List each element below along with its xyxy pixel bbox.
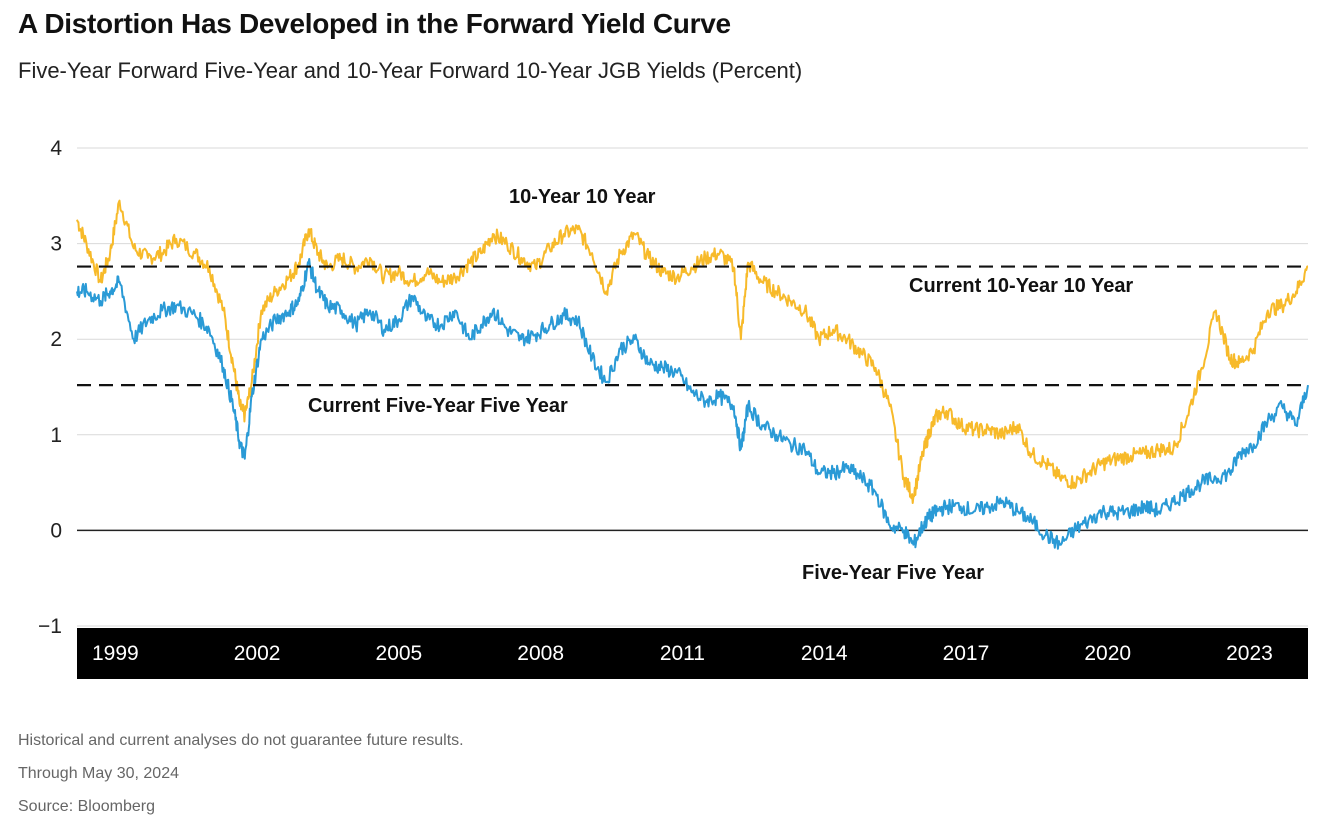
series-line-ten-year — [76, 199, 1309, 504]
reference-label-current-ten-year: Current 10-Year 10 Year — [909, 275, 1133, 297]
y-tick-label-5: −1 — [38, 615, 62, 638]
x-axis-band: 1999 2002 2005 2008 2011 2014 2017 2020 2023 — [77, 628, 1308, 679]
x-tick-label-2017: 2017 — [943, 642, 990, 665]
y-tick-label-0: 4 — [50, 137, 62, 160]
x-tick-label-1999: 1999 — [92, 642, 139, 665]
x-axis-band-rect — [77, 628, 1308, 679]
y-tick-label-1: 3 — [50, 233, 62, 256]
x-tick-label-2014: 2014 — [801, 642, 848, 665]
series-line-five-year — [76, 258, 1309, 550]
x-tick-label-2011: 2011 — [660, 642, 705, 665]
x-tick-label-2002: 2002 — [234, 642, 281, 665]
series-layer — [76, 199, 1309, 550]
y-tick-label-2: 2 — [50, 328, 62, 351]
disclaimer-note: Historical and current analyses do not g… — [18, 732, 464, 749]
grid-layer — [77, 147, 1308, 627]
through-date-note: Through May 30, 2024 — [18, 765, 179, 782]
annotations: 10-Year 10 Year Current 10-Year 10 Year … — [308, 186, 1133, 584]
x-tick-label-2008: 2008 — [517, 642, 564, 665]
y-axis: 4 3 2 1 0 −1 — [38, 137, 62, 638]
series-label-five-year: Five-Year Five Year — [802, 562, 984, 584]
reference-label-current-five-year: Current Five-Year Five Year — [308, 395, 568, 417]
chart-title: A Distortion Has Developed in the Forwar… — [18, 8, 731, 39]
x-tick-label-2020: 2020 — [1084, 642, 1131, 665]
reference-lines — [77, 265, 1308, 387]
x-tick-label-2023: 2023 — [1226, 642, 1273, 665]
y-tick-label-4: 0 — [50, 519, 62, 542]
y-tick-label-3: 1 — [50, 424, 62, 447]
x-tick-label-2005: 2005 — [376, 642, 423, 665]
chart-subtitle: Five-Year Forward Five-Year and 10-Year … — [18, 58, 803, 83]
series-label-ten-year: 10-Year 10 Year — [509, 186, 656, 208]
source-note: Source: Bloomberg — [18, 798, 155, 815]
